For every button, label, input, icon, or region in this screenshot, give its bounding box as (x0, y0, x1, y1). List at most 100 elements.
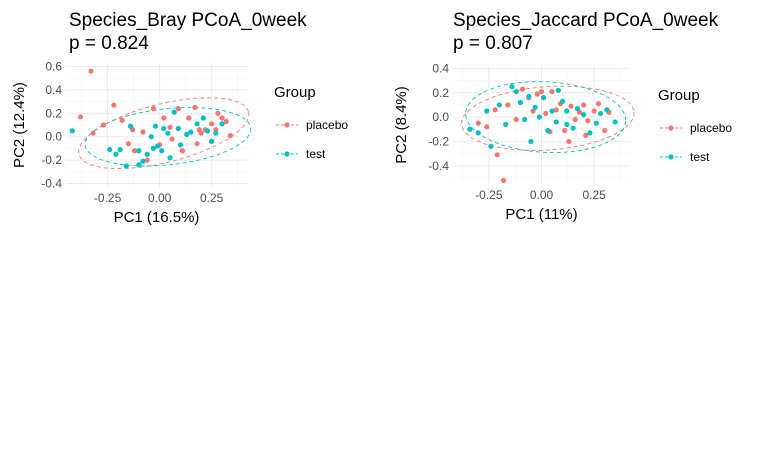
chart-panel-1: Species_Bray PCoA_0week p = 0.824 -0.25 0.… (11, 10, 348, 226)
point-test-11 (152, 123, 159, 129)
point-placebo-25 (602, 127, 608, 134)
legend-label-placebo: placebo (306, 118, 348, 132)
point-placebo-2 (484, 124, 490, 130)
point-placebo-1 (475, 120, 481, 126)
point-test-3 (484, 108, 490, 114)
point-test-29 (150, 145, 156, 151)
point-placebo-8 (132, 148, 138, 154)
point-test-5 (496, 102, 502, 108)
point-test-5 (127, 123, 134, 129)
point-test-10 (148, 134, 154, 140)
point-test-28 (612, 119, 618, 125)
point-placebo-7 (125, 141, 132, 147)
y-tick-label: -0.4 (428, 159, 449, 173)
point-test-10 (522, 116, 528, 123)
point-test-14 (161, 125, 167, 132)
point-test-22 (574, 105, 580, 112)
point-placebo-10 (144, 157, 150, 163)
ellipse-test (84, 107, 252, 167)
point-placebo-21 (581, 102, 587, 108)
point-placebo-23 (215, 110, 221, 116)
point-placebo-4 (494, 152, 500, 158)
point-test-2 (475, 130, 481, 136)
point-placebo-12 (538, 88, 545, 95)
point-placebo-27 (583, 132, 589, 138)
point-test-7 (136, 162, 142, 168)
y-tick-label: 0.2 (45, 106, 62, 120)
point-test-17 (553, 119, 559, 125)
y-tick-label: 0.4 (45, 83, 62, 97)
point-test-13 (159, 148, 165, 154)
point-test-25 (209, 138, 215, 144)
point-placebo-18 (192, 104, 198, 111)
y-tick-label: -0.4 (41, 176, 62, 190)
point-test-11 (526, 93, 532, 100)
point-test-22 (194, 121, 200, 127)
x-tick-label: 0.00 (148, 191, 172, 205)
legend-label-test: test (690, 150, 710, 164)
point-test-6 (503, 121, 509, 127)
chart-panel-2: Species_Jaccard PCoA_0week p = 0.807 -0.2… (393, 10, 732, 223)
point-placebo-5 (500, 177, 507, 183)
legend-label-placebo: placebo (690, 121, 732, 135)
point-placebo-19 (572, 116, 578, 123)
point-placebo-3 (90, 130, 96, 136)
point-test-14 (541, 95, 547, 101)
y-tick-label: -0.2 (41, 153, 62, 167)
point-test-3 (113, 151, 119, 157)
y-axis-title: PC2 (12.4%) (11, 82, 28, 168)
y-tick-label: 0.4 (432, 61, 449, 75)
point-test-16 (167, 155, 173, 161)
point-test-19 (559, 98, 566, 104)
legend-key-point-placebo (284, 122, 290, 128)
y-axis-title: PC2 (8.4%) (393, 86, 410, 164)
point-test-1 (69, 128, 75, 134)
legend-title: Group (658, 87, 700, 104)
point-placebo-22 (585, 118, 591, 124)
y-tick-label: 0.6 (45, 60, 62, 74)
point-test-18 (175, 125, 181, 132)
point-placebo-5 (111, 102, 117, 108)
point-test-26 (213, 130, 219, 136)
point-placebo-16 (179, 148, 186, 154)
point-test-25 (593, 120, 599, 126)
point-test-26 (597, 110, 604, 117)
y-tick-label: 0.0 (45, 130, 62, 144)
point-test-15 (165, 130, 171, 136)
point-placebo-14 (167, 124, 173, 130)
point-placebo-11 (534, 91, 540, 97)
x-tick-label: 0.25 (582, 188, 606, 202)
point-test-20 (564, 121, 570, 127)
point-test-9 (144, 151, 150, 157)
point-test-19 (177, 142, 184, 148)
point-placebo-6 (119, 117, 125, 123)
point-test-9 (517, 99, 524, 106)
point-test-7 (509, 84, 515, 90)
point-test-13 (536, 114, 542, 120)
legend-key-point-placebo (668, 125, 674, 131)
point-test-23 (200, 115, 206, 121)
point-placebo-27 (194, 141, 200, 147)
point-placebo-24 (595, 101, 601, 107)
chart-subtitle: p = 0.824 (69, 33, 149, 54)
point-placebo-17 (562, 127, 568, 134)
point-placebo-13 (543, 110, 549, 117)
chart-title: Species_Jaccard PCoA_0week (453, 10, 719, 31)
point-placebo-15 (553, 107, 559, 113)
point-test-27 (219, 121, 225, 127)
point-placebo-28 (566, 138, 572, 145)
point-test-24 (587, 130, 593, 136)
point-placebo-26 (227, 132, 233, 139)
point-test-30 (564, 108, 570, 114)
point-placebo-14 (549, 88, 555, 95)
y-tick-label: 0.0 (432, 110, 449, 124)
point-placebo-24 (219, 115, 225, 121)
point-placebo-2 (77, 114, 84, 120)
point-test-8 (140, 158, 146, 164)
point-test-12 (532, 104, 538, 110)
ellipse-placebo (78, 97, 250, 170)
x-axis-title: PC1 (16.5%) (114, 209, 200, 226)
point-test-16 (549, 108, 555, 114)
point-test-23 (581, 112, 587, 118)
point-placebo-23 (591, 108, 597, 114)
